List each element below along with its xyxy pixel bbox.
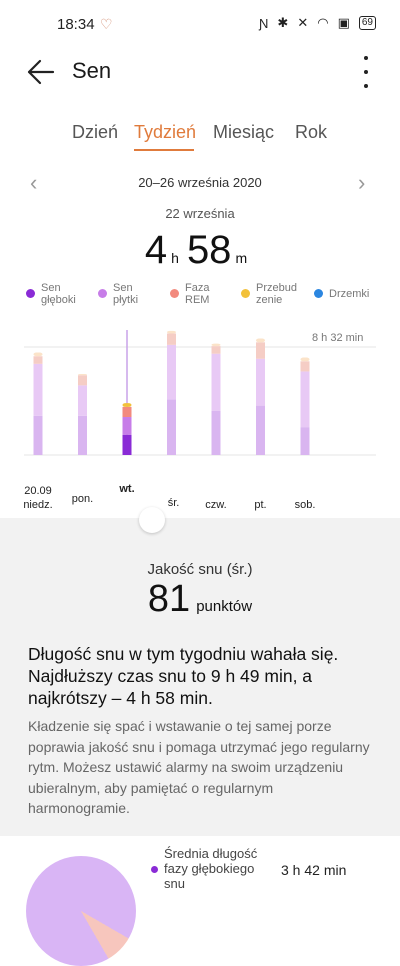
deep-sleep-dot — [151, 866, 158, 873]
legend-deep: Sen głęboki — [26, 282, 73, 306]
bluetooth-icon: ✱ — [277, 15, 288, 31]
day-selector-handle[interactable] — [139, 507, 165, 533]
x-tick-3: śr. — [168, 497, 180, 509]
x-tick-6: sob. — [295, 499, 316, 511]
arrow-left-icon — [26, 58, 56, 86]
bar-segment-przebudzenie-4 — [212, 344, 221, 347]
sleep-duration: 4 h 58 m — [0, 228, 400, 273]
sim-icon: ▣ — [338, 15, 350, 31]
status-bar: 18:34 ♡ Ɲ ✱ ✕ ◠ ▣ 69 — [0, 0, 400, 48]
x-tick-date-0: 20.09 — [24, 485, 52, 497]
duration-minutes: 58 — [187, 228, 232, 272]
x-tick-1: pon. — [72, 493, 93, 505]
sleep-quality-label: Jakość snu (śr.) — [0, 561, 400, 578]
bar-segment-faza-rem-1 — [78, 375, 87, 385]
bar-segment-faza-rem-0 — [34, 356, 43, 364]
back-button[interactable] — [26, 58, 56, 86]
tab-year[interactable]: Rok — [295, 122, 327, 143]
tab-month[interactable]: Miesiąc — [213, 122, 274, 143]
chart-max-label: 8 h 32 min — [312, 332, 363, 344]
bar-segment-sen-płytki-5 — [256, 359, 265, 406]
bar-segment-sen-głęboki-5 — [256, 406, 265, 455]
legend-rem: Faza REM — [170, 282, 217, 306]
bar-segment-sen-głęboki-3 — [167, 399, 176, 455]
legend-label: Sen głęboki — [41, 282, 73, 306]
bar-segment-przebudzenie-3 — [167, 331, 176, 334]
bar-segment-przebudzenie-0 — [34, 352, 43, 356]
bar-segment-faza-rem-3 — [167, 333, 176, 344]
tab-indicator — [134, 149, 194, 151]
weekly-summary: Długość snu w tym tygodniu wahała się. N… — [28, 643, 378, 709]
battery-icon: 69 — [359, 16, 376, 30]
bar-segment-sen-płytki-3 — [167, 345, 176, 399]
legend-label: Drzemki — [329, 282, 369, 300]
bar-segment-przebudzenie-2 — [123, 403, 132, 407]
bar-segment-przebudzenie-6 — [301, 358, 310, 362]
wifi-icon: ◠ — [317, 15, 328, 31]
bar-segment-przebudzenie-1 — [78, 374, 87, 375]
bar-segment-sen-głęboki-1 — [78, 416, 87, 455]
bar-segment-sen-głęboki-0 — [34, 416, 43, 455]
legend-label: Sen płytki — [113, 282, 143, 306]
avg-deep-sleep-value: 3 h 42 min — [281, 862, 346, 878]
bar-segment-sen-głęboki-2 — [123, 435, 132, 455]
x-tick-5: pt. — [254, 499, 266, 511]
next-week-button[interactable]: › — [358, 170, 365, 196]
quality-score: 81 — [148, 578, 190, 620]
x-tick-2: wt. — [118, 483, 134, 495]
bar-segment-sen-płytki-2 — [123, 417, 132, 435]
mute-icon: ✕ — [297, 15, 308, 31]
bar-segment-sen-płytki-4 — [212, 354, 221, 411]
bar-segment-faza-rem-6 — [301, 361, 310, 371]
sleep-tip: Kładzenie się spać i wstawanie o tej sam… — [28, 716, 373, 819]
tab-day[interactable]: Dzień — [72, 122, 118, 143]
duration-hours-unit: h — [171, 250, 179, 266]
bar-segment-przebudzenie-5 — [256, 339, 265, 343]
legend-awake: Przebudzenie — [241, 282, 298, 306]
legend-label: Faza REM — [185, 282, 217, 306]
x-tick-0: niedz. — [23, 499, 52, 511]
bar-segment-sen-płytki-0 — [34, 364, 43, 416]
page-title: Sen — [72, 58, 111, 84]
legend-naps: Drzemki — [314, 282, 369, 300]
tab-week[interactable]: Tydzień — [134, 122, 196, 143]
heart-icon: ♡ — [100, 16, 113, 33]
date-range: 20–26 września 2020 — [0, 175, 400, 190]
sleep-week-chart[interactable]: niedz. 20.09 pon. wt. śr. czw. pt. sob. — [0, 320, 400, 525]
legend-label: Przebudzenie — [256, 282, 298, 306]
more-options-button[interactable] — [354, 56, 378, 88]
bar-segment-faza-rem-4 — [212, 346, 221, 354]
bar-segment-sen-płytki-6 — [301, 371, 310, 427]
sleep-phase-pie — [26, 856, 136, 966]
status-time: 18:34 — [57, 16, 95, 33]
status-icons: Ɲ ✱ ✕ ◠ ▣ 69 — [259, 15, 376, 31]
sleep-quality-value: 81 punktów — [0, 578, 400, 621]
selected-date: 22 września — [0, 206, 400, 221]
bar-segment-sen-płytki-1 — [78, 385, 87, 415]
legend-light: Sen płytki — [98, 282, 143, 306]
nfc-icon: Ɲ — [259, 16, 268, 31]
bar-segment-sen-głęboki-4 — [212, 411, 221, 455]
quality-unit: punktów — [196, 598, 252, 615]
x-tick-4: czw. — [205, 499, 226, 511]
bar-segment-sen-głęboki-6 — [301, 427, 310, 455]
avg-deep-sleep-label: Średnia długość fazy głębokiego snu — [164, 846, 274, 891]
bar-segment-faza-rem-5 — [256, 342, 265, 358]
bar-segment-faza-rem-2 — [123, 407, 132, 417]
duration-minutes-unit: m — [235, 250, 247, 266]
more-vertical-icon — [364, 56, 368, 60]
duration-hours: 4 — [145, 228, 167, 272]
